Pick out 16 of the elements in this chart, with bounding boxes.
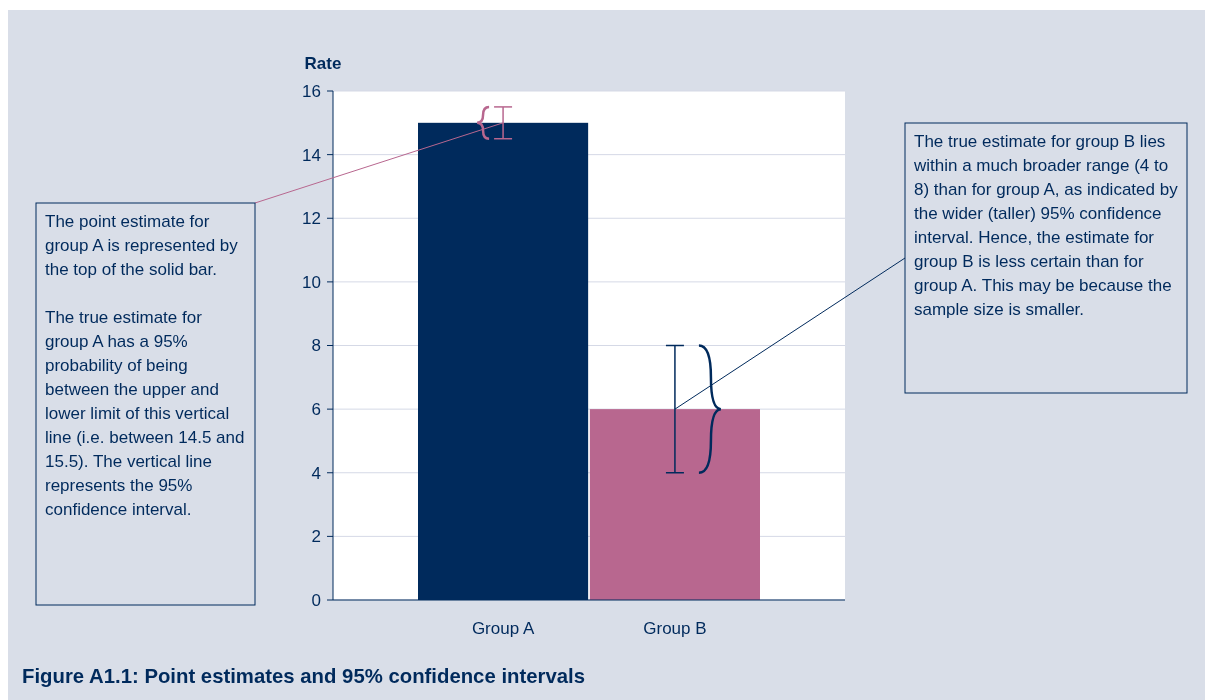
annotation: The true estimate for group B lies within a much broader range (4 to 8) than for group A, as indicated by the wider (taller) 95% confidence interval. Hence, the estimate for group B is less certain than for group A. This may be because the sample size is smaller. bbox=[913, 132, 1183, 319]
x-tick-label: Group B bbox=[643, 619, 707, 638]
text: The true estimate for group A has a 95% probability of being between the upper and lower limit of this vertical line (i.e. between 14.5 and 15.5). The vertical line represents the 95% confidence interval. bbox=[45, 308, 245, 519]
x-tick-label: Group A bbox=[471, 619, 535, 638]
y-tick-label: 4 bbox=[311, 463, 321, 483]
annotation: The point estimate for group A is represented by the top of the solid bar. bbox=[45, 212, 243, 279]
y-tick-label: 16 bbox=[302, 81, 321, 101]
y-tick-label: 14 bbox=[302, 145, 321, 165]
y-tick-label: 0 bbox=[311, 590, 321, 610]
y-tick-label: 12 bbox=[302, 209, 321, 229]
y-axis-title: Rate bbox=[304, 54, 342, 73]
y-tick-label: 2 bbox=[311, 527, 321, 547]
y-tick-label: 8 bbox=[311, 336, 321, 356]
text: Figure A1.1: Point estimates and 95% confidence intervals bbox=[22, 664, 604, 687]
y-tick-label: 6 bbox=[311, 400, 321, 420]
y-tick-label: 10 bbox=[302, 272, 321, 292]
